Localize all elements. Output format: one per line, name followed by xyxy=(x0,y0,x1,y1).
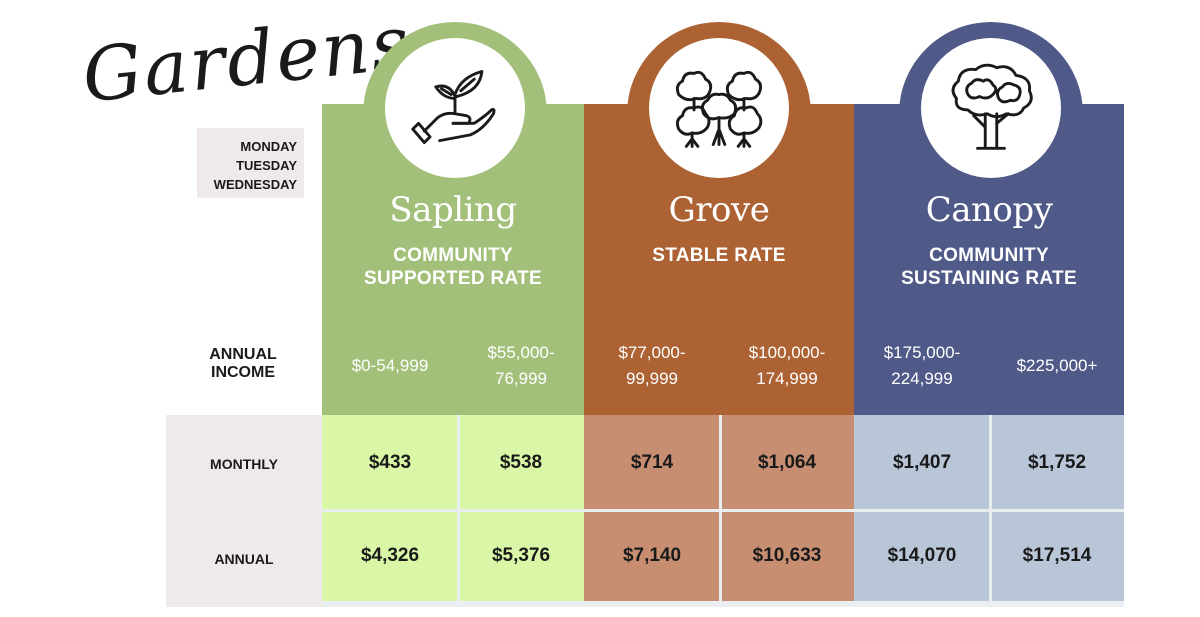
income-bracket-5: $175,000- 224,999 xyxy=(854,336,990,396)
tier-name-sapling: Sapling xyxy=(389,190,517,230)
monthly-cell-grove-1: $714 xyxy=(584,415,720,510)
monthly-cell-canopy-2: $1,752 xyxy=(990,415,1124,510)
row-label-band xyxy=(166,415,322,607)
income-bracket-3: $77,000- 99,999 xyxy=(584,336,720,396)
tree-icon xyxy=(951,63,1033,150)
monthly-cell-canopy-1: $1,407 xyxy=(854,415,990,510)
income-line: $175,000- xyxy=(883,343,961,362)
grove-trees-icon xyxy=(675,70,763,148)
income-bracket-6: $225,000+ xyxy=(990,336,1124,396)
tier-name-canopy: Canopy xyxy=(925,190,1053,230)
monthly-cell-sapling-2: $538 xyxy=(458,415,584,510)
sapling-icon-circle xyxy=(385,38,525,178)
annual-cell-grove-2: $10,633 xyxy=(720,510,854,602)
hand-sprout-icon xyxy=(411,70,496,144)
income-line: 224,999 xyxy=(891,369,953,388)
tier-rate-canopy: COMMUNITY SUSTAINING RATE xyxy=(854,244,1124,290)
grid-divider xyxy=(457,415,460,602)
monthly-label: MONTHLY xyxy=(210,456,278,472)
annual-label: ANNUAL xyxy=(214,551,274,567)
rate-line: COMMUNITY xyxy=(393,245,513,266)
label-line: ANNUAL xyxy=(209,346,277,363)
days-box: MONDAY TUESDAY WEDNESDAY xyxy=(197,128,304,198)
tier-rate-grove: STABLE RATE xyxy=(584,244,854,267)
income-bracket-1: $0-54,999 xyxy=(322,336,458,396)
canopy-icon-circle xyxy=(921,38,1061,178)
day-monday: MONDAY xyxy=(240,139,297,154)
day-tuesday: TUESDAY xyxy=(236,158,297,173)
annual-cell-canopy-2: $17,514 xyxy=(990,510,1124,602)
table-bottom-border xyxy=(322,601,1124,607)
income-line: $0-54,999 xyxy=(351,356,429,375)
income-line: $225,000+ xyxy=(1016,356,1098,375)
grid-divider xyxy=(322,509,1124,512)
tier-name-grove: Grove xyxy=(668,190,770,230)
day-wednesday: WEDNESDAY xyxy=(213,177,297,192)
grove-icon-circle xyxy=(649,38,789,178)
rate-line: SUSTAINING RATE xyxy=(901,268,1077,289)
annual-cell-grove-1: $7,140 xyxy=(584,510,720,602)
income-line: $77,000- xyxy=(618,343,686,362)
rate-line: SUPPORTED RATE xyxy=(363,268,543,289)
grid-divider xyxy=(989,415,992,602)
rate-line: COMMUNITY xyxy=(929,245,1049,266)
income-bracket-2: $55,000- 76,999 xyxy=(458,336,584,396)
income-line: $100,000- xyxy=(748,343,826,362)
income-line: $55,000- xyxy=(487,343,555,362)
label-line: INCOME xyxy=(211,364,275,381)
income-line: 174,999 xyxy=(756,369,818,388)
income-line: 99,999 xyxy=(626,369,678,388)
income-bracket-4: $100,000- 174,999 xyxy=(720,336,854,396)
grid-divider xyxy=(719,415,722,602)
monthly-cell-grove-2: $1,064 xyxy=(720,415,854,510)
rate-line: STABLE RATE xyxy=(652,245,786,266)
monthly-cell-sapling-1: $433 xyxy=(322,415,458,510)
tier-rate-sapling: COMMUNITY SUPPORTED RATE xyxy=(322,244,584,290)
income-line: 76,999 xyxy=(495,369,547,388)
annual-cell-sapling-1: $4,326 xyxy=(322,510,458,602)
annual-cell-canopy-1: $14,070 xyxy=(854,510,990,602)
annual-income-label: ANNUAL INCOME xyxy=(190,346,296,382)
annual-cell-sapling-2: $5,376 xyxy=(458,510,584,602)
